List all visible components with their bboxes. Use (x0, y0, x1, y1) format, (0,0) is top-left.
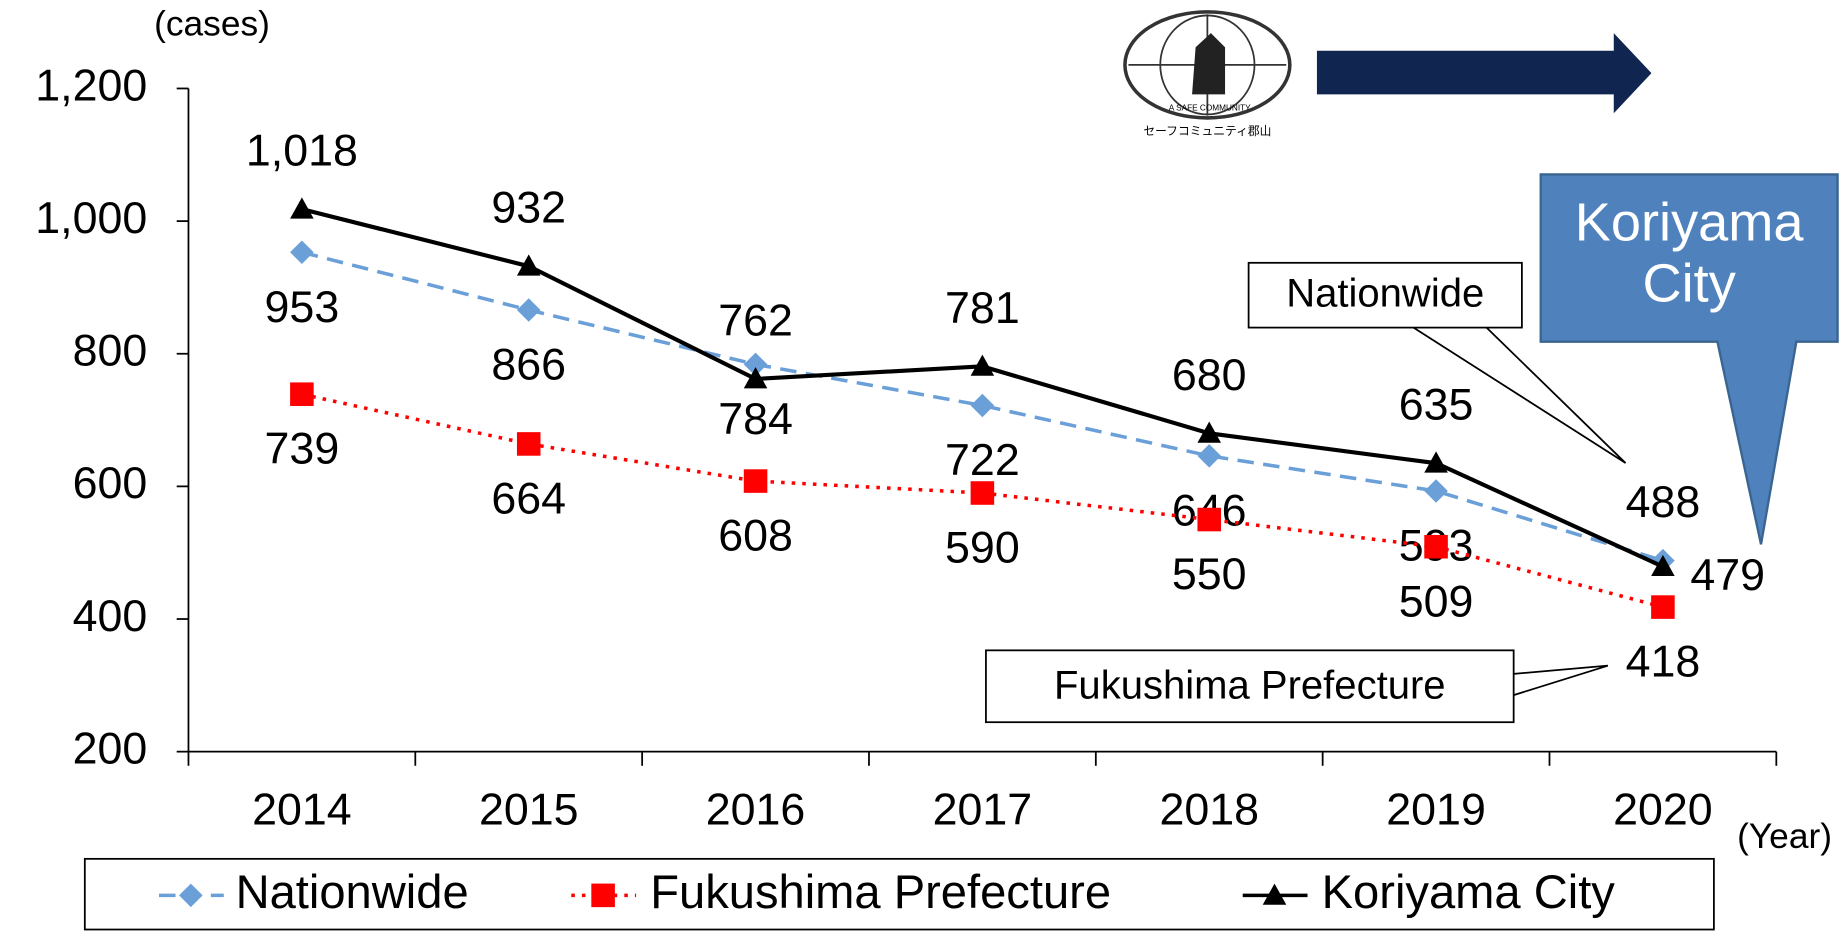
data-label: 784 (718, 394, 793, 444)
callout-text: Fukushima Prefecture (1054, 664, 1446, 708)
series (290, 197, 1675, 577)
x-tick-label: 2019 (1386, 785, 1486, 835)
marker (516, 298, 541, 322)
legend-label: Koriyama City (1322, 865, 1616, 918)
marker (1197, 421, 1222, 443)
legend-label: Nationwide (236, 865, 469, 918)
marker (743, 367, 768, 389)
marker (743, 469, 768, 493)
marker (1424, 451, 1448, 473)
data-label: 866 (491, 340, 566, 390)
marker (290, 382, 314, 406)
data-label: 590 (945, 523, 1020, 573)
data-label: 1,018 (246, 126, 358, 176)
data-label: 479 (1690, 550, 1765, 600)
nationwide-callout: Nationwide (1247, 261, 1627, 464)
marker (970, 393, 995, 418)
data-label: 739 (265, 424, 340, 474)
marker (591, 883, 615, 908)
logo-text: A SAFE COMMUNITY (1169, 104, 1251, 113)
x-tick-label: 2015 (479, 785, 579, 835)
fukushima-callout: Fukushima Prefecture (985, 649, 1609, 724)
y-tick-label: 200 (73, 723, 148, 773)
y-tick-label: 1,200 (35, 60, 147, 110)
marker (290, 240, 314, 265)
marker (1424, 534, 1448, 559)
legend (83, 857, 1715, 931)
marker (1651, 554, 1675, 577)
arrow (1316, 33, 1652, 114)
data-label: 680 (1172, 350, 1247, 400)
data-label: 418 (1626, 637, 1701, 687)
data-label: 608 (718, 511, 793, 561)
marker (1197, 444, 1222, 468)
data-label: 550 (1172, 549, 1247, 599)
data-label: 722 (945, 435, 1020, 485)
marker (516, 432, 541, 456)
callout-text: Koriyama City (1574, 190, 1804, 314)
marker (516, 254, 541, 276)
callout-text: Nationwide (1286, 271, 1484, 315)
y-tick-label: 800 (73, 326, 148, 376)
data-label: 488 (1626, 477, 1701, 527)
data-label: 953 (265, 282, 340, 332)
y-tick-label: 1,000 (35, 193, 147, 243)
data-label: 932 (491, 183, 566, 233)
series (290, 382, 1675, 619)
logo-caption: セーフコミュニティ郡山 (1143, 125, 1271, 138)
data-label: 509 (1399, 576, 1474, 626)
marker (290, 197, 314, 219)
marker (1262, 883, 1287, 905)
data-label: 762 (718, 295, 793, 345)
marker (1424, 479, 1448, 503)
y-tick-label: 400 (73, 591, 148, 641)
data-label: 664 (491, 473, 566, 523)
y-tick-label: 600 (73, 458, 148, 508)
logo: A SAFE COMMUNITY セーフコミュニティ郡山 (1123, 10, 1292, 138)
legend-label: Fukushima Prefecture (650, 865, 1111, 918)
marker (1651, 595, 1675, 619)
marker (970, 354, 995, 376)
marker (1197, 507, 1222, 532)
x-tick-label: 2014 (252, 785, 352, 835)
data-label: 635 (1399, 380, 1474, 430)
x-tick-label: 2020 (1613, 785, 1713, 835)
x-tick-label: 2017 (933, 785, 1033, 835)
y-unit: (cases) (154, 4, 270, 43)
koriyama-callout: Koriyama City (1539, 173, 1839, 545)
data-label: 781 (945, 283, 1020, 333)
marker (743, 352, 768, 377)
x-unit: (Year) (1737, 817, 1832, 856)
x-tick-label: 2016 (706, 785, 806, 835)
x-tick-label: 2018 (1159, 785, 1259, 835)
marker (970, 481, 995, 505)
